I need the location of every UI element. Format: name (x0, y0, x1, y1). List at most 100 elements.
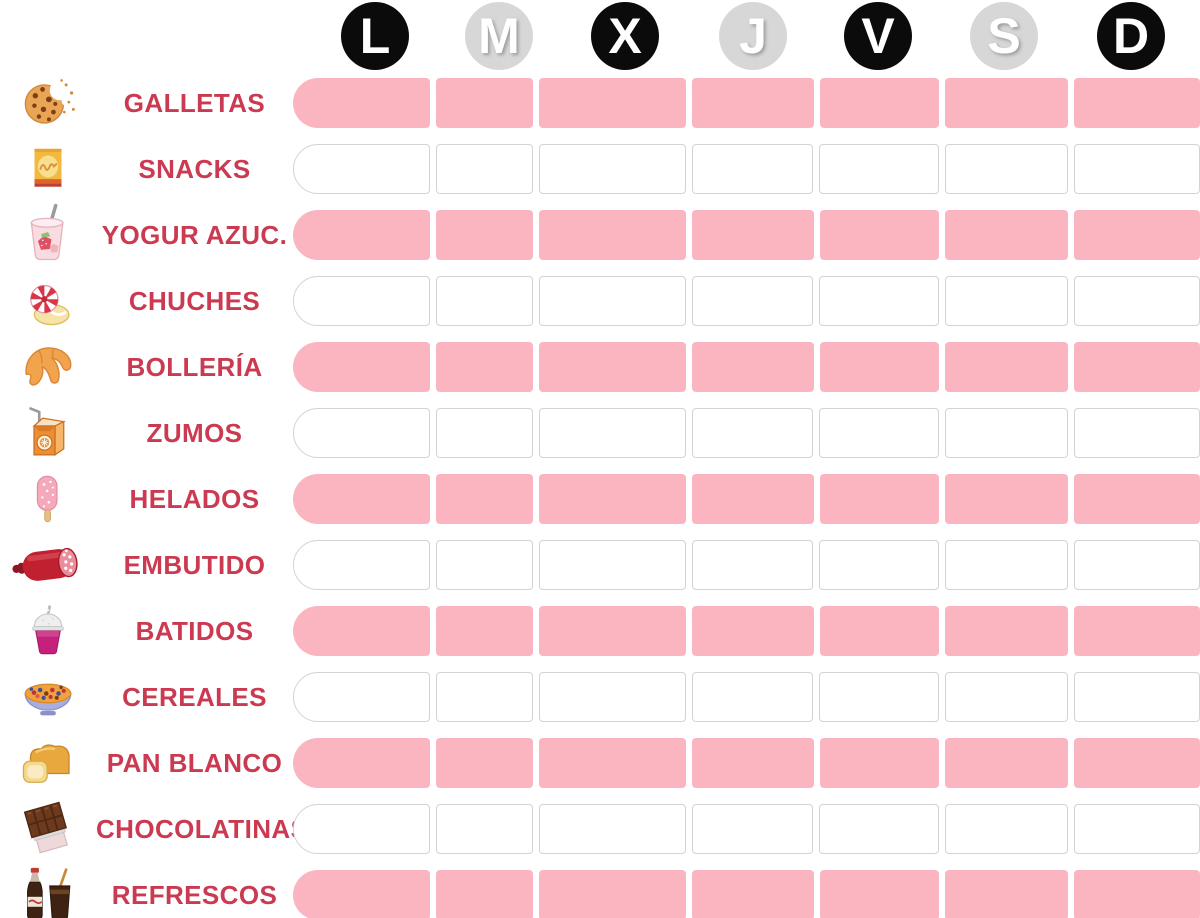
track-cell-J[interactable] (691, 870, 814, 918)
track-cell-D[interactable] (1073, 804, 1200, 854)
track-cell-X[interactable] (538, 870, 686, 918)
track-cell-S[interactable] (945, 474, 1068, 524)
track-cell-L[interactable] (293, 606, 430, 656)
track-cell-D[interactable] (1073, 738, 1200, 788)
track-cell-L[interactable] (293, 540, 430, 590)
track-cell-V[interactable] (819, 672, 940, 722)
track-cell-S[interactable] (945, 606, 1068, 656)
track-cell-V[interactable] (819, 804, 940, 854)
track-cell-J[interactable] (691, 540, 814, 590)
track-cell-J[interactable] (691, 144, 814, 194)
track-cell-D[interactable] (1073, 78, 1200, 128)
track-cell-V[interactable] (819, 606, 940, 656)
track-cell-X[interactable] (538, 144, 686, 194)
track-cell-D[interactable] (1073, 870, 1200, 918)
track-cell-D[interactable] (1073, 474, 1200, 524)
track-cell-D[interactable] (1073, 606, 1200, 656)
track-cell-D[interactable] (1073, 408, 1200, 458)
track-cell-J[interactable] (691, 342, 814, 392)
track-cell-M[interactable] (435, 540, 533, 590)
track-cell-S[interactable] (945, 672, 1068, 722)
track-cell-D[interactable] (1073, 672, 1200, 722)
track-cell-S[interactable] (945, 738, 1068, 788)
track-cell-S[interactable] (945, 408, 1068, 458)
track-cell-X[interactable] (538, 276, 686, 326)
row-label: PAN BLANCO (106, 747, 283, 778)
track-cell-S[interactable] (945, 540, 1068, 590)
track-cell-X[interactable] (538, 672, 686, 722)
track-cell-V[interactable] (819, 276, 940, 326)
track-cell-M[interactable] (435, 210, 533, 260)
track-cell-S[interactable] (945, 870, 1068, 918)
track-cell-V[interactable] (819, 738, 940, 788)
track-cell-X[interactable] (538, 804, 686, 854)
track-cell-V[interactable] (819, 342, 940, 392)
track-cell-X[interactable] (538, 606, 686, 656)
track-cell-S[interactable] (945, 342, 1068, 392)
track-cell-M[interactable] (435, 870, 533, 918)
track-cell-M[interactable] (435, 78, 533, 128)
track-cell-L[interactable] (293, 474, 430, 524)
track-cell-S[interactable] (945, 78, 1068, 128)
track-cell-J[interactable] (691, 78, 814, 128)
track-cell-D[interactable] (1073, 540, 1200, 590)
track-cell-V[interactable] (819, 474, 940, 524)
track-cell-L[interactable] (293, 672, 430, 722)
track-cell-M[interactable] (435, 804, 533, 854)
track-cell-M[interactable] (435, 408, 533, 458)
track-cell-D[interactable] (1073, 144, 1200, 194)
track-cell-X[interactable] (538, 408, 686, 458)
track-cell-M[interactable] (435, 672, 533, 722)
track-cell-M[interactable] (435, 144, 533, 194)
track-cell-S[interactable] (945, 804, 1068, 854)
day-circle-M: M (465, 2, 533, 70)
row-label: GALLETAS (123, 87, 266, 118)
track-cell-X[interactable] (538, 210, 686, 260)
track-cell-L[interactable] (293, 738, 430, 788)
track-cell-J[interactable] (691, 408, 814, 458)
track-cell-J[interactable] (691, 276, 814, 326)
track-cell-D[interactable] (1073, 342, 1200, 392)
track-cell-D[interactable] (1073, 210, 1200, 260)
track-cell-V[interactable] (819, 78, 940, 128)
tracker-row: EMBUTIDO (0, 532, 1200, 598)
row-label: SNACKS (138, 153, 251, 184)
track-cell-J[interactable] (691, 804, 814, 854)
track-cell-L[interactable] (293, 408, 430, 458)
track-cell-V[interactable] (819, 144, 940, 194)
track-cell-V[interactable] (819, 870, 940, 918)
track-cell-V[interactable] (819, 210, 940, 260)
tracker-row: HELADOS (0, 466, 1200, 532)
track-cell-L[interactable] (293, 342, 430, 392)
track-cell-X[interactable] (538, 738, 686, 788)
track-cell-S[interactable] (945, 210, 1068, 260)
track-cell-L[interactable] (293, 78, 430, 128)
track-cell-X[interactable] (538, 342, 686, 392)
track-cell-V[interactable] (819, 408, 940, 458)
track-cell-M[interactable] (435, 342, 533, 392)
track-cell-L[interactable] (293, 276, 430, 326)
track-cell-S[interactable] (945, 144, 1068, 194)
track-cell-L[interactable] (293, 804, 430, 854)
track-cell-X[interactable] (538, 474, 686, 524)
track-cell-V[interactable] (819, 540, 940, 590)
track-cell-L[interactable] (293, 870, 430, 918)
track-cell-D[interactable] (1073, 276, 1200, 326)
track-cell-L[interactable] (293, 144, 430, 194)
row-label: YOGUR AZUC. (101, 219, 288, 250)
track-cell-M[interactable] (435, 738, 533, 788)
track-cell-J[interactable] (691, 606, 814, 656)
track-cell-J[interactable] (691, 738, 814, 788)
track-cell-M[interactable] (435, 474, 533, 524)
track-cell-S[interactable] (945, 276, 1068, 326)
track-cell-J[interactable] (691, 210, 814, 260)
track-cell-X[interactable] (538, 78, 686, 128)
track-cell-M[interactable] (435, 606, 533, 656)
track-cell-X[interactable] (538, 540, 686, 590)
track-cell-M[interactable] (435, 276, 533, 326)
track-cell-J[interactable] (691, 474, 814, 524)
popsicle-icon (0, 466, 96, 532)
track-cell-L[interactable] (293, 210, 430, 260)
day-circle-L: L (341, 2, 409, 70)
track-cell-J[interactable] (691, 672, 814, 722)
